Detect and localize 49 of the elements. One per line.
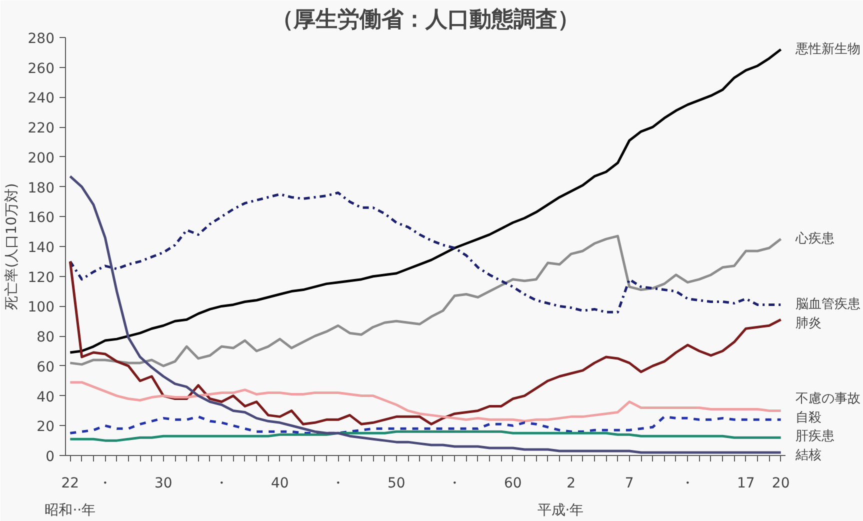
x-tick-label: ・ [448, 476, 462, 492]
series-label: 心疾患 [794, 230, 834, 247]
y-axis-title: 死亡率(人口10万対) [4, 183, 20, 310]
line-series [68, 430, 782, 442]
line-series [68, 381, 782, 422]
y-tick-label: 0 [46, 449, 55, 465]
x-tick-label: ・ [680, 476, 695, 492]
line-series [68, 192, 782, 314]
y-tick-label: 220 [28, 120, 55, 137]
series-label: 肺炎 [796, 316, 822, 332]
x-tick-label: ・ [98, 476, 112, 492]
line-series [68, 415, 782, 434]
line-series [68, 175, 782, 454]
x-tick-label: 30 [154, 476, 172, 492]
series-label: 肝疾患 [796, 429, 834, 444]
y-tick-label: 260 [28, 60, 55, 77]
series-label: 脳血管疾患 [796, 297, 860, 312]
y-tick-label: 160 [28, 210, 55, 226]
chart-title: （厚生労働省：人口動態調査） [272, 6, 580, 32]
y-tick-label: 200 [28, 150, 55, 166]
y-tick-label: 120 [28, 270, 55, 286]
y-tick-label: 80 [36, 330, 55, 346]
x-tick-label: 2 [566, 476, 576, 492]
y-tick-label: 280 [28, 31, 55, 47]
x-tick-label: 7 [624, 476, 634, 492]
text: 昭和··年 [44, 502, 96, 518]
y-tick-label: 40 [36, 389, 55, 406]
y-tick-label: 240 [28, 90, 55, 107]
series-label: 結核 [794, 448, 822, 463]
y-tick-label: 140 [28, 240, 55, 256]
line-series [68, 234, 782, 368]
x-tick-label: 50 [387, 476, 406, 492]
x-tick-label: ・ [214, 476, 229, 492]
series-label: 悪性新生物 [794, 42, 860, 57]
series-label: 不慮の事故 [796, 392, 860, 407]
text: 平成·年 [537, 502, 584, 518]
x-tick-label: 20 [772, 476, 790, 492]
y-tick-label: 60 [36, 359, 55, 376]
line-series [68, 48, 782, 354]
x-tick-label: 17 [736, 476, 755, 492]
y-tick-label: 100 [28, 300, 55, 316]
x-tick-label: 60 [504, 476, 522, 492]
x-tick-label: ・ [331, 476, 346, 492]
series-label: 自殺 [796, 410, 822, 426]
y-tick-label: 20 [36, 419, 55, 436]
x-tick-label: 40 [270, 476, 289, 492]
y-tick-label: 180 [28, 180, 55, 196]
line-series [68, 260, 782, 426]
x-tick-label: 22 [61, 476, 80, 492]
